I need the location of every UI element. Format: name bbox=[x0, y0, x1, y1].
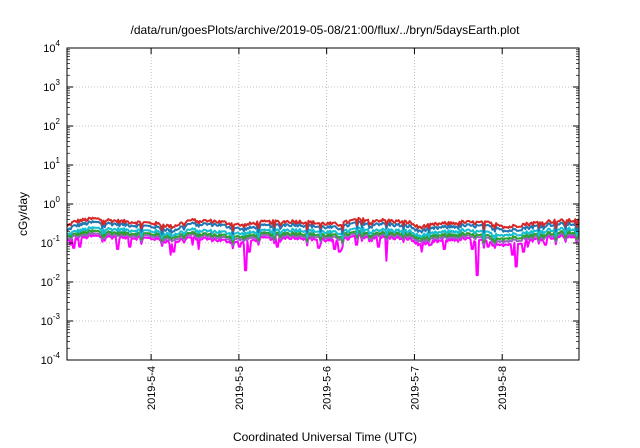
y-tick-label: 10-3 bbox=[41, 312, 61, 328]
series-group bbox=[66, 216, 580, 277]
series-line bbox=[66, 226, 580, 241]
grid bbox=[67, 48, 579, 360]
x-ticks: 2019-5-4 2019-5-5 2019-5-6 2019-5-7 2019-5-8 bbox=[146, 48, 509, 410]
x-tick-label: 2019-5-6 bbox=[322, 366, 334, 410]
series-line bbox=[66, 229, 580, 244]
x-tick-label: 2019-5-5 bbox=[234, 366, 246, 410]
x-axis-label: Coordinated Universal Time (UTC) bbox=[233, 430, 417, 444]
y-axis-label: cGy/day bbox=[16, 192, 30, 236]
series-line bbox=[66, 216, 580, 232]
y-tick-label: 10-1 bbox=[41, 234, 61, 250]
series-line bbox=[66, 233, 580, 277]
x-tick-label: 2019-5-8 bbox=[497, 366, 509, 410]
y-tick-label: 104 bbox=[43, 39, 60, 55]
chart-title: /data/run/goesPlots/archive/2019-05-08/2… bbox=[131, 23, 521, 37]
y-tick-label: 10-4 bbox=[41, 351, 61, 367]
y-tick-label: 101 bbox=[43, 156, 60, 172]
y-ticks: 10-4 10-3 10-2 10-1 100 101 102 103 104 bbox=[41, 39, 579, 367]
series-line bbox=[66, 220, 580, 236]
y-tick-label: 100 bbox=[43, 195, 60, 211]
x-tick-label: 2019-5-7 bbox=[409, 366, 421, 410]
y-tick-label: 102 bbox=[43, 117, 60, 133]
x-tick-label: 2019-5-4 bbox=[146, 366, 158, 410]
y-tick-label: 103 bbox=[43, 78, 60, 94]
y-tick-label: 10-2 bbox=[41, 273, 61, 289]
